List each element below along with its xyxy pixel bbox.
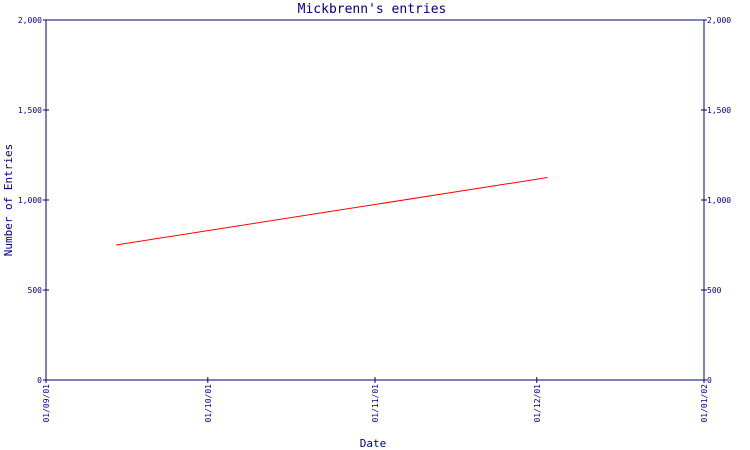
y-tick-label-left: 0 [37,376,42,385]
y-tick-label-left: 1,000 [18,196,42,205]
x-axis-label: Date [360,437,387,450]
x-tick-label: 01/10/01 [204,384,213,423]
y-tick-label-left: 500 [28,286,43,295]
y-tick-label-left: 1,500 [18,106,42,115]
series-layer [116,177,548,246]
x-tick-label: 01/01/02 [700,384,709,423]
y-axis-left: 0 500 1,000 1,500 2,000 [18,16,49,385]
y-axis-label: Number of Entries [2,144,15,257]
y-tick-label-right: 0 [707,376,712,385]
x-tick-label: 01/09/01 [42,384,51,423]
y-tick-label-right: 500 [707,286,722,295]
x-tick-label: 01/12/01 [533,384,542,423]
y-tick-label-right: 1,500 [707,106,731,115]
series-line [116,177,548,246]
x-tick-label: 01/11/01 [371,384,380,423]
x-axis: 01/09/01 01/10/01 01/11/01 01/12/01 01/01/02 [42,377,709,423]
y-tick-label-left: 2,000 [18,16,42,25]
y-axis-right: 0 500 1,000 1,500 2,000 [701,16,731,385]
y-tick-label-right: 2,000 [707,16,731,25]
chart-title: Mickbrenn's entries [298,2,447,17]
plot-frame [45,19,705,381]
y-tick-label-right: 1,000 [707,196,731,205]
